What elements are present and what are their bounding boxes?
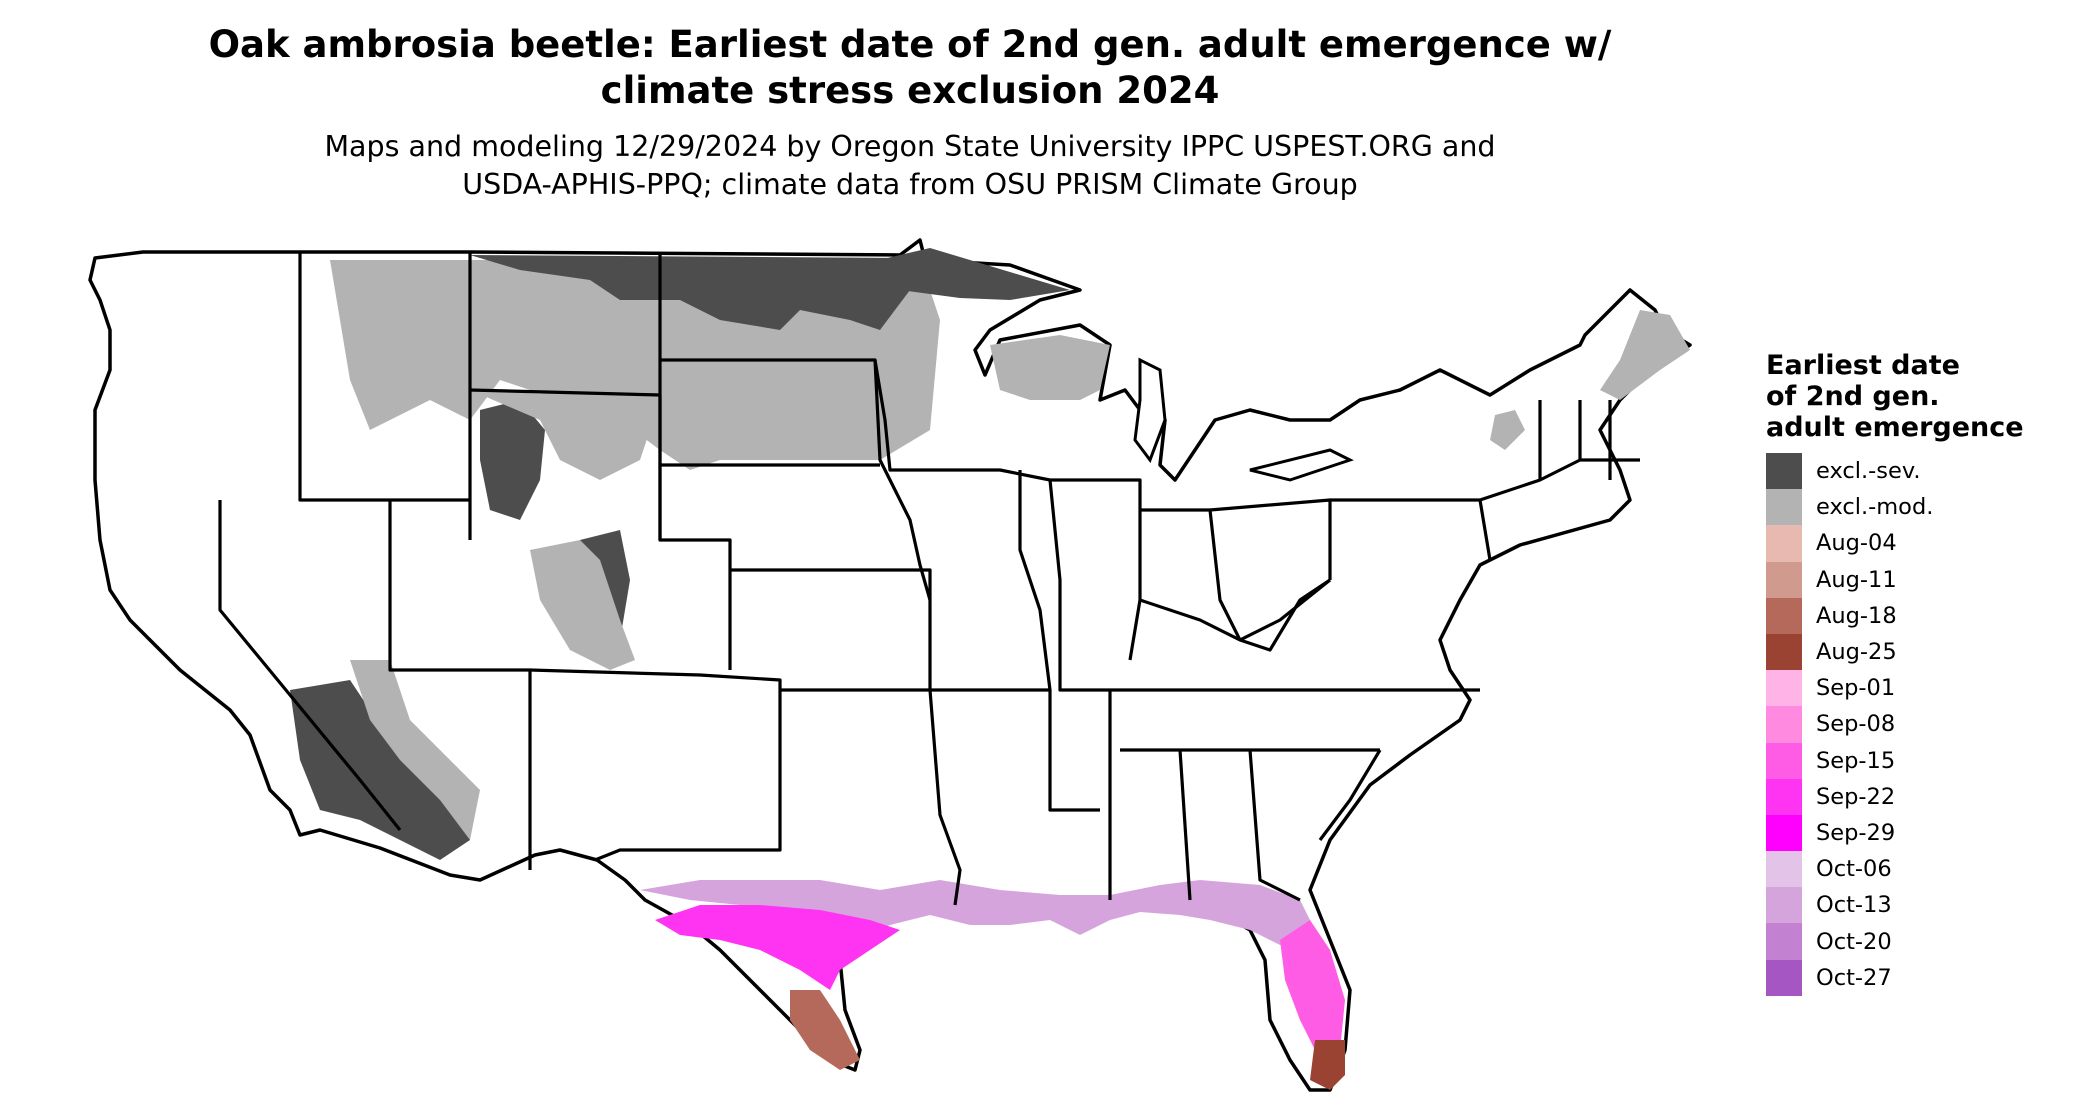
legend-item-oct-06: Oct-06 xyxy=(1766,851,2086,888)
excl-sev-wyoming xyxy=(480,400,545,520)
excl-mod-newyork xyxy=(1490,410,1525,450)
legend-label: Sep-01 xyxy=(1816,675,1896,702)
legend-title-line-3: adult emergence xyxy=(1766,412,2024,443)
map-subtitle-line-1: Maps and modeling 12/29/2024 by Oregon S… xyxy=(324,130,1496,163)
map-subtitle-line-2: USDA-APHIS-PPQ; climate data from OSU PR… xyxy=(462,168,1358,201)
aug-band-florida-south xyxy=(1310,1040,1345,1090)
legend-title: Earliest date of 2nd gen. adult emergenc… xyxy=(1766,350,2086,443)
legend-swatch xyxy=(1766,597,1802,634)
legend-title-line-2: of 2nd gen. xyxy=(1766,381,1940,412)
legend-label: Oct-20 xyxy=(1816,928,1892,955)
excl-mod-wisconsin xyxy=(990,335,1110,400)
legend-swatch xyxy=(1766,706,1802,743)
legend: Earliest date of 2nd gen. adult emergenc… xyxy=(1766,350,2086,996)
excl-sev-minnesota-north xyxy=(870,248,1070,300)
legend-item-sep-22: Sep-22 xyxy=(1766,778,2086,815)
legend-swatch xyxy=(1766,489,1802,526)
excl-mod-southwest xyxy=(350,660,480,840)
legend-label: Sep-22 xyxy=(1816,783,1896,810)
legend-item-sep-15: Sep-15 xyxy=(1766,742,2086,779)
legend-item-sep-08: Sep-08 xyxy=(1766,706,2086,743)
state-boundaries xyxy=(218,252,1640,906)
legend-swatch xyxy=(1766,670,1802,707)
legend-swatch xyxy=(1766,923,1802,960)
legend-swatch xyxy=(1766,778,1802,815)
legend-item-sep-01: Sep-01 xyxy=(1766,670,2086,707)
legend-swatch xyxy=(1766,453,1802,490)
excl-mod-wyoming xyxy=(470,390,660,480)
sep-band-florida xyxy=(1280,920,1345,1060)
map-title-line-1: Oak ambrosia beetle: Earliest date of 2n… xyxy=(208,23,1612,66)
map-title: Oak ambrosia beetle: Earliest date of 2n… xyxy=(0,22,1820,114)
legend-label: Sep-29 xyxy=(1816,819,1896,846)
oct-band-gulf xyxy=(640,880,1320,950)
sep-band-texas xyxy=(655,905,900,990)
lake-michigan xyxy=(1133,357,1167,464)
legend-swatch xyxy=(1766,887,1802,924)
legend-item-sep-29: Sep-29 xyxy=(1766,814,2086,852)
legend-items: excl.-sev. excl.-mod. Aug-04 Aug-11 Aug-… xyxy=(1766,453,2086,996)
legend-swatch xyxy=(1766,633,1802,671)
legend-item-aug-25: Aug-25 xyxy=(1766,633,2086,671)
legend-label: Sep-15 xyxy=(1816,747,1896,774)
lake-erie xyxy=(1249,448,1354,482)
legend-swatch xyxy=(1766,561,1802,598)
legend-item-aug-11: Aug-11 xyxy=(1766,561,2086,598)
legend-label: Aug-25 xyxy=(1816,639,1897,666)
excl-mod-idaho xyxy=(330,260,470,430)
legend-label: Aug-11 xyxy=(1816,566,1897,593)
legend-swatch xyxy=(1766,525,1802,562)
legend-label: Oct-06 xyxy=(1816,856,1892,883)
excl-sev-southwest xyxy=(290,680,470,860)
legend-swatch xyxy=(1766,851,1802,888)
legend-item-oct-27: Oct-27 xyxy=(1766,959,2086,996)
legend-label: excl.-mod. xyxy=(1816,494,1934,521)
aug-band-texas-south xyxy=(790,990,860,1070)
legend-item-aug-18: Aug-18 xyxy=(1766,597,2086,634)
legend-label: excl.-sev. xyxy=(1816,458,1921,485)
excl-sev-north xyxy=(470,255,910,330)
legend-item-oct-13: Oct-13 xyxy=(1766,887,2086,924)
legend-item-oct-20: Oct-20 xyxy=(1766,923,2086,960)
legend-label: Oct-27 xyxy=(1816,964,1892,991)
legend-label: Aug-18 xyxy=(1816,602,1897,629)
legend-swatch xyxy=(1766,742,1802,779)
legend-swatch xyxy=(1766,959,1802,996)
excl-mod-colorado xyxy=(530,540,635,670)
excl-mod-maine xyxy=(1600,310,1690,400)
legend-label: Oct-13 xyxy=(1816,892,1892,919)
legend-label: Aug-04 xyxy=(1816,530,1897,557)
map-subtitle: Maps and modeling 12/29/2024 by Oregon S… xyxy=(0,128,1820,204)
legend-label: Sep-08 xyxy=(1816,711,1896,738)
legend-item-aug-04: Aug-04 xyxy=(1766,525,2086,562)
legend-item-excl-sev: excl.-sev. xyxy=(1766,453,2086,490)
map-title-line-2: climate stress exclusion 2024 xyxy=(600,69,1220,112)
legend-item-excl-mod: excl.-mod. xyxy=(1766,489,2086,526)
legend-title-line-1: Earliest date xyxy=(1766,350,1960,381)
legend-swatch xyxy=(1766,814,1802,852)
